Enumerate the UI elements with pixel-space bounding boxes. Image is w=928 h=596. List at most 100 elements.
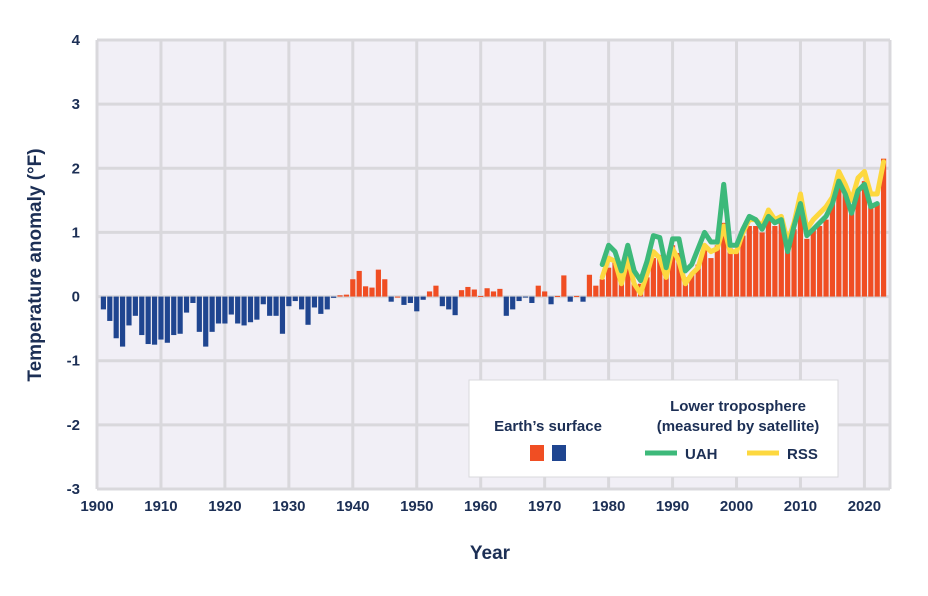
- bar-1908: [145, 296, 151, 345]
- bar-1902: [107, 296, 113, 321]
- bar-1993: [689, 274, 695, 297]
- bar-2019: [855, 187, 861, 297]
- y-axis-label: Temperature anomaly (°F): [25, 148, 46, 381]
- legend-uah-label: UAH: [685, 446, 718, 463]
- bar-1968: [529, 296, 535, 303]
- y-tick-label: -2: [67, 417, 80, 434]
- bar-1919: [215, 296, 222, 324]
- bar-1998: [721, 222, 727, 297]
- bar-1991: [676, 252, 682, 297]
- bar-1925: [254, 296, 260, 320]
- bar-1901: [100, 296, 106, 310]
- x-tick-label: 1970: [528, 498, 561, 515]
- bar-1976: [580, 296, 586, 302]
- bar-1933: [305, 296, 311, 325]
- bar-1927: [267, 296, 273, 316]
- bar-2005: [765, 216, 772, 297]
- bar-2021: [868, 206, 874, 297]
- bar-1967: [522, 296, 529, 298]
- satellite-lines: [599, 159, 887, 296]
- bar-1969: [535, 285, 541, 297]
- bar-1907: [139, 296, 145, 336]
- bar-1984: [631, 283, 637, 297]
- bar-2004: [759, 232, 765, 297]
- bar-1926: [260, 296, 266, 305]
- bar-1959: [471, 289, 477, 297]
- bar-1909: [151, 296, 158, 345]
- bar-1951: [420, 296, 426, 300]
- bar-1972: [554, 295, 561, 297]
- bar-1964: [503, 296, 509, 316]
- x-tick-label: 1960: [464, 498, 497, 515]
- bar-1946: [388, 296, 394, 302]
- x-tick-label: 1920: [208, 498, 241, 515]
- bar-1936: [324, 296, 330, 310]
- bar-1905: [126, 296, 132, 326]
- bar-1941: [356, 270, 362, 297]
- bar-1970: [542, 291, 548, 297]
- bar-1965: [510, 296, 516, 310]
- bar-1990: [669, 245, 676, 297]
- y-tick-label: -3: [67, 481, 80, 498]
- bar-1963: [497, 288, 503, 297]
- bar-1948: [401, 296, 407, 305]
- bar-1961: [484, 288, 490, 297]
- bar-1942: [362, 286, 369, 297]
- bar-1913: [177, 296, 183, 334]
- bar-2003: [753, 226, 759, 297]
- bar-1975: [574, 295, 580, 297]
- bar-1930: [286, 296, 292, 307]
- bar-1955: [446, 296, 452, 310]
- bar-1924: [247, 296, 254, 323]
- bar-1904: [119, 296, 126, 347]
- bar-1934: [311, 296, 318, 308]
- bar-1956: [452, 296, 458, 316]
- bar-1917: [203, 296, 209, 347]
- bar-2012: [810, 229, 816, 297]
- bar-1983: [625, 261, 631, 297]
- x-tick-label: 2010: [784, 498, 817, 515]
- bar-1971: [548, 296, 554, 305]
- y-tick-label: 2: [72, 160, 80, 177]
- bar-2008: [785, 242, 791, 297]
- bar-1953: [433, 285, 439, 297]
- bar-1994: [695, 264, 701, 297]
- legend-surface-title: Earth’s surface: [494, 418, 602, 435]
- bar-1954: [439, 296, 445, 307]
- bar-1999: [727, 248, 733, 297]
- bar-1977: [586, 274, 593, 297]
- bar-1982: [618, 277, 625, 297]
- bar-1995: [701, 248, 708, 297]
- bar-1931: [292, 296, 298, 302]
- bar-1911: [164, 296, 170, 343]
- y-tick-label: 3: [72, 96, 80, 113]
- bar-1921: [228, 296, 234, 315]
- bar-1974: [567, 296, 573, 302]
- bar-1923: [241, 296, 247, 326]
- bar-1958: [465, 286, 471, 297]
- bar-2018: [849, 209, 855, 297]
- bar-1979: [599, 279, 605, 297]
- y-tick-label: 0: [72, 289, 80, 306]
- bar-1944: [375, 269, 381, 297]
- bar-1928: [273, 296, 279, 316]
- y-tick-label: 4: [72, 32, 81, 49]
- bar-1929: [279, 296, 286, 334]
- legend-satellite-title-2: (measured by satellite): [657, 418, 820, 435]
- x-axis-ticks: 1900 1910 1920 1930 1940 1950 1960 1970 1980 1990…: [80, 498, 881, 515]
- line-uah: [599, 178, 880, 284]
- bar-1966: [516, 296, 522, 302]
- bar-1912: [171, 296, 177, 336]
- x-tick-label: 1930: [272, 498, 305, 515]
- x-tick-label: 1980: [592, 498, 625, 515]
- bar-2002: [746, 226, 752, 297]
- bar-1960: [478, 295, 484, 297]
- bar-2006: [772, 226, 778, 297]
- bar-1949: [407, 296, 413, 303]
- legend-rss-label: RSS: [787, 446, 818, 463]
- bar-1973: [561, 275, 567, 297]
- legend-swatch-positive: [530, 445, 544, 461]
- bar-2020: [861, 181, 868, 297]
- legend: Earth’s surface Lower troposphere (measu…: [468, 379, 839, 478]
- bar-2011: [804, 238, 810, 297]
